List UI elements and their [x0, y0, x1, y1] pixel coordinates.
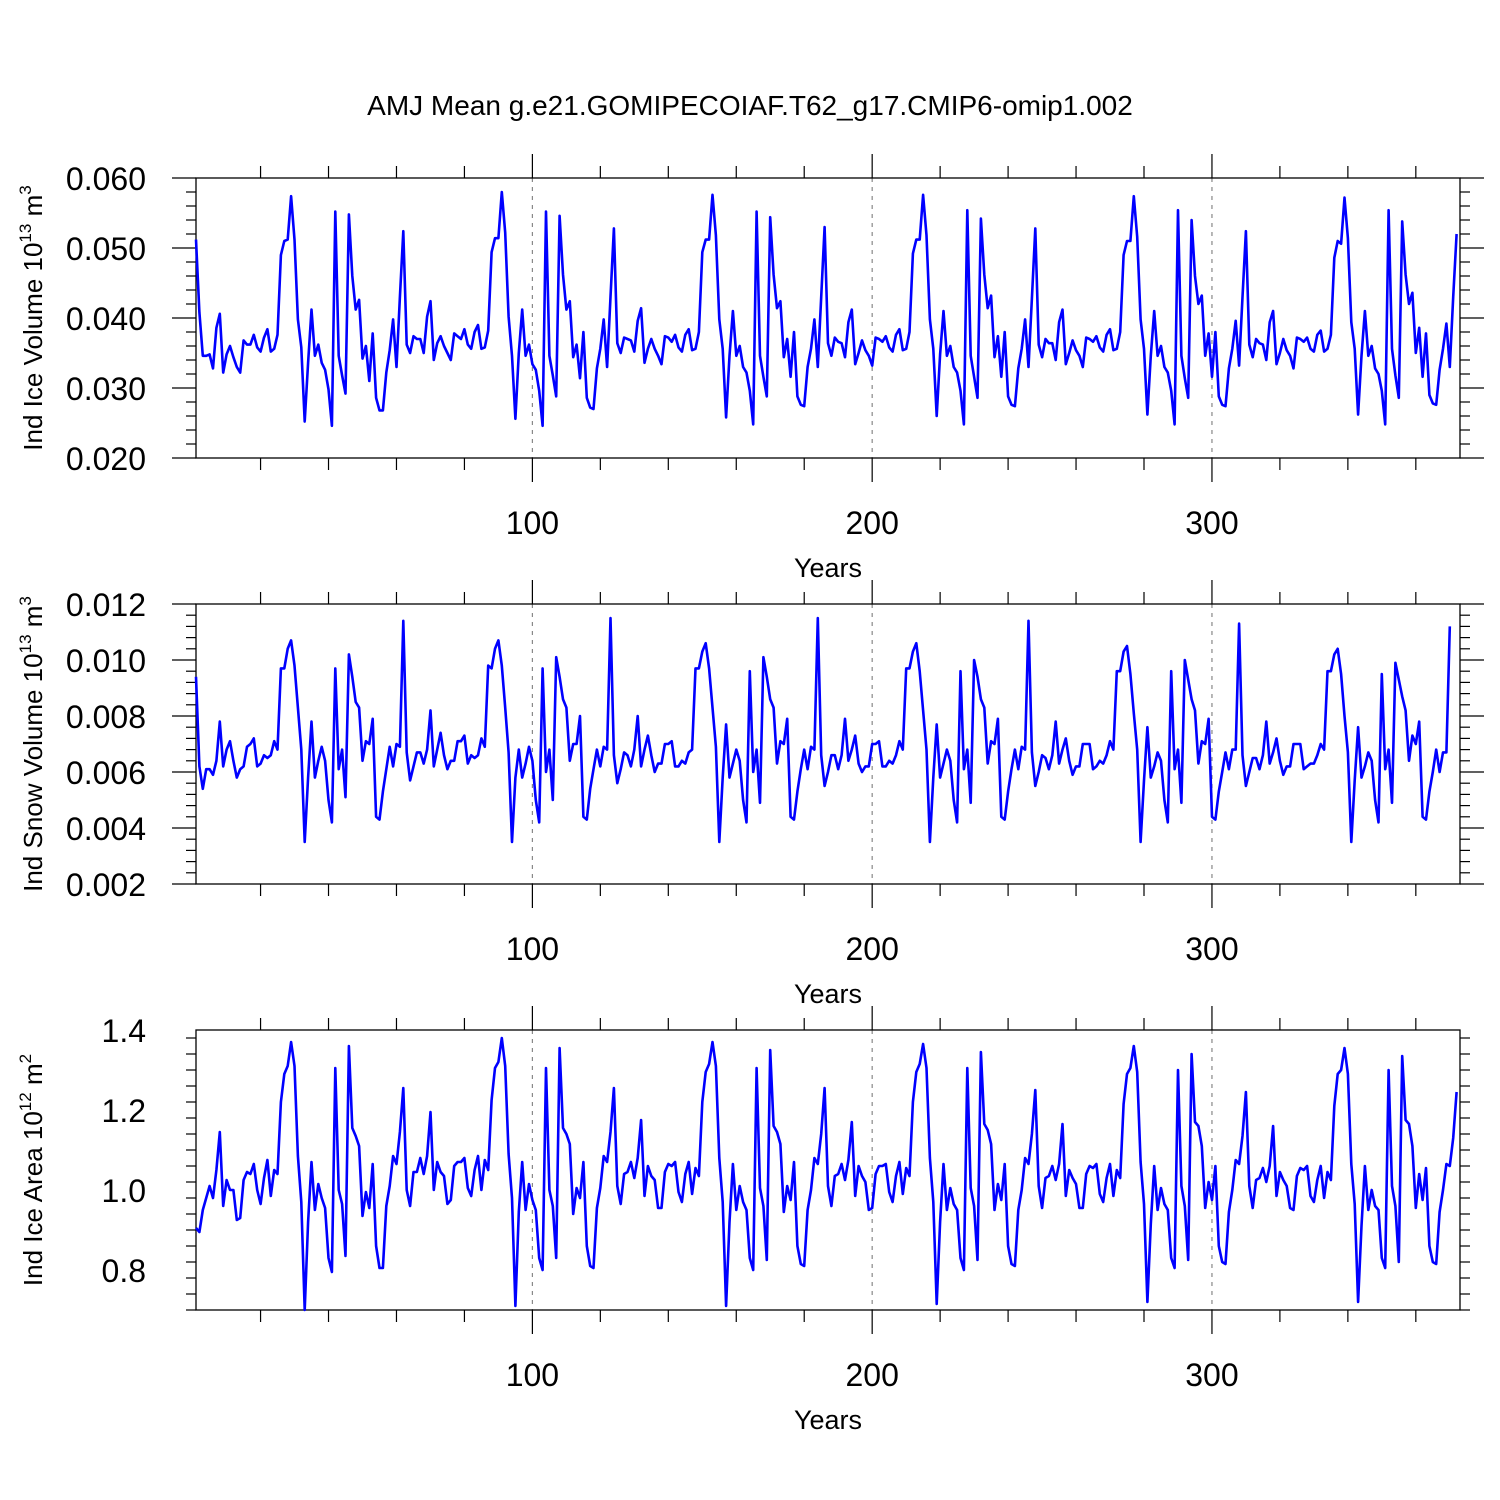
y-tick-label: 0.010	[66, 643, 146, 679]
series-line	[195, 1036, 1458, 1312]
y-axis-label: Ind Ice Volume 1013 m3	[16, 185, 48, 450]
plot-frame	[195, 1029, 1461, 1311]
x-axis-label: Years	[794, 1405, 862, 1435]
x-axis-label: Years	[794, 979, 862, 1009]
y-axis-label: Ind Snow Volume 1013 m3	[16, 596, 48, 892]
x-axis-label: Years	[794, 553, 862, 583]
y-tick-label: 0.060	[66, 161, 146, 197]
x-tick-label: 200	[845, 1357, 898, 1393]
x-tick-label: 100	[506, 505, 559, 541]
y-tick-label: 0.008	[66, 699, 146, 735]
chart-panel-2: 0.002 0.004 0.006 0.008 0.010 0.012 100 200 300 Y…	[16, 580, 1484, 1009]
y-tick-label: 0.002	[66, 867, 146, 903]
y-tick-label: 0.006	[66, 755, 146, 791]
x-tick-label: 300	[1185, 505, 1238, 541]
y-tick-label: 0.020	[66, 441, 146, 477]
chart-panel-3: 0.8 1.0 1.2 1.4 100 200 300 Years Ind Ice Area 1…	[16, 1006, 1470, 1435]
x-tick-label: 100	[506, 931, 559, 967]
chart-panel-1: 0.020 0.030 0.040 0.050 0.060 100 200 300 Years I…	[16, 154, 1484, 583]
series-line	[194, 190, 1458, 428]
x-tick-label: 300	[1185, 1357, 1238, 1393]
y-tick-label: 0.040	[66, 301, 146, 337]
x-tick-label: 100	[506, 1357, 559, 1393]
x-tick-label: 300	[1185, 931, 1238, 967]
y-tick-label: 1.0	[102, 1173, 146, 1209]
plot-frame	[195, 603, 1461, 885]
series-line	[194, 616, 1452, 844]
y-tick-label: 0.030	[66, 371, 146, 407]
y-tick-label: 0.012	[66, 587, 146, 623]
x-tick-label: 200	[845, 931, 898, 967]
y-tick-label: 1.4	[102, 1013, 146, 1049]
x-tick-label: 200	[845, 505, 898, 541]
y-tick-label: 1.2	[102, 1093, 146, 1129]
y-tick-label: 0.050	[66, 231, 146, 267]
figure-title: AMJ Mean g.e21.GOMIPECOIAF.T62_g17.CMIP6…	[367, 90, 1133, 121]
y-tick-label: 0.004	[66, 811, 146, 847]
y-tick-label: 0.8	[102, 1253, 146, 1289]
y-axis-label: Ind Ice Area 1012 m2	[16, 1054, 48, 1286]
